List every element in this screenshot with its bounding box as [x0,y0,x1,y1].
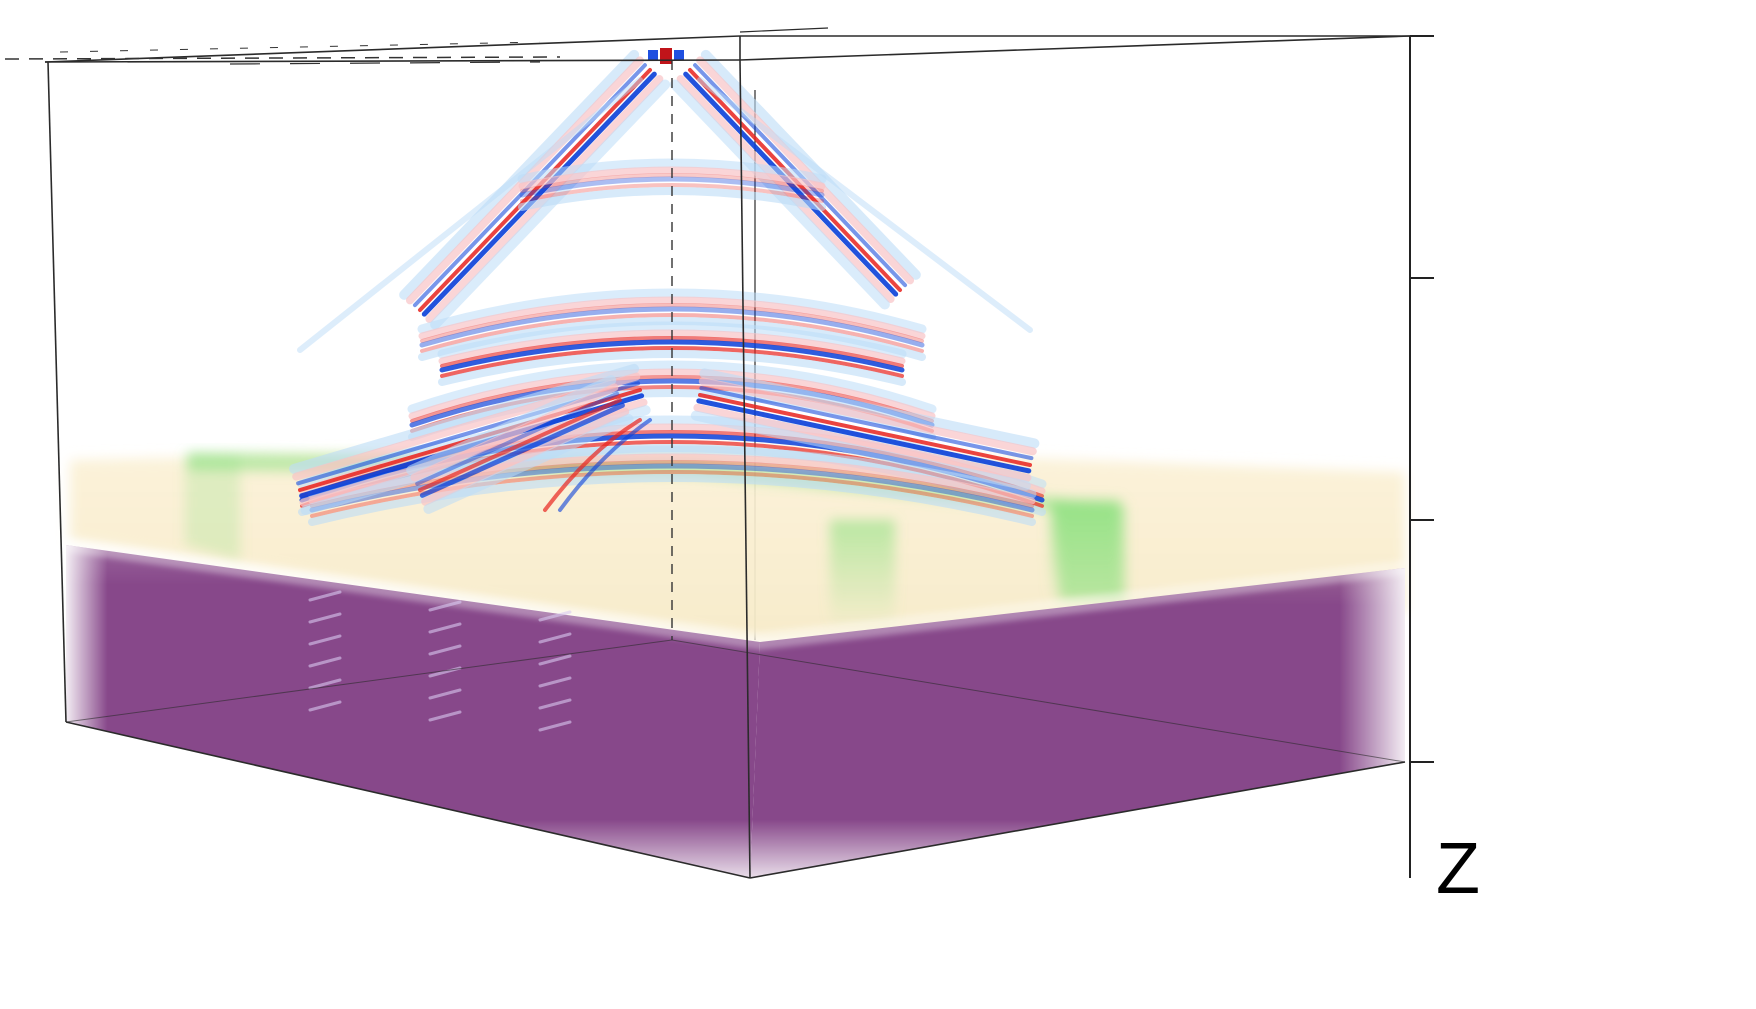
reflected-branch-left-2 [415,391,620,486]
ghost-trace [428,710,462,722]
reflection-2 [417,288,927,334]
reflection-3 [439,339,905,373]
frame-front [44,27,1411,879]
reflected-branch-left-2 [421,407,630,506]
reflected-branch-left [289,363,640,474]
reflected-branch-right [699,386,1034,461]
ghost-trace [538,720,572,732]
reflection-4 [407,360,937,414]
z-tick-label: 1000 [1754,485,1756,556]
direct-wave-left [421,71,657,317]
reflected-branch-left-2 [423,413,634,514]
ghost-trace [308,612,342,624]
direct-wave-right [669,79,890,310]
reflected-branch-right [698,377,1037,456]
ghost-trace [538,610,572,622]
reflection-2 [419,306,925,348]
ghost-trace [428,600,462,612]
reflection-6 [310,470,1034,518]
direct-wave-right [676,74,895,303]
ghost-trace [308,678,342,690]
ghost-trace [538,654,572,666]
surface-dashes [4,41,561,65]
reflection-2 [420,303,924,343]
ghost-trace [308,656,342,668]
reflected-branch-left-2 [410,383,619,482]
ghost-trace [538,632,572,644]
ghost-trace [428,622,462,634]
faint-wave-right [697,77,1033,333]
reflection-4 [410,375,934,423]
z-axis-title: Z [1436,829,1480,909]
lower-layer [66,538,1405,880]
z-tick-label: 0 [1754,1,1756,72]
direct-wave-left [418,68,652,312]
reflected-branch-right [696,398,1032,474]
ghost-trace [538,676,572,688]
ghost-trace [308,700,342,712]
ghost-trace [308,634,342,646]
diffraction-arc [558,418,652,512]
ghost-trace [308,590,342,602]
z-tick-label: 500 [1754,243,1756,314]
reflected-branch-left-2 [419,402,625,498]
reflection-1 [517,158,827,184]
ghost-trace [428,644,462,656]
seismic-source-marker [648,48,684,64]
reflection-1 [519,176,825,198]
reflected-branch-right [690,410,1031,491]
reflection-1 [520,183,824,203]
reflection-3 [437,321,907,359]
reflected-branch-right [699,368,1040,449]
reflected-branch-left-2 [406,375,617,476]
direct-wave-right [696,56,915,285]
ghost-trace [538,698,572,710]
direct-wave-right [683,71,899,297]
diffraction-arc [543,418,642,512]
z-axis: 0 500 1000 1500 Z [1409,1,1756,909]
reflected-branch-right [693,403,1032,482]
faint-wave-left [297,77,643,353]
ghost-trace [428,688,462,700]
reflected-branch-left-2 [418,398,622,492]
reflected-branch-right [698,393,1032,467]
z-tick-label: 1500 [1754,727,1756,798]
